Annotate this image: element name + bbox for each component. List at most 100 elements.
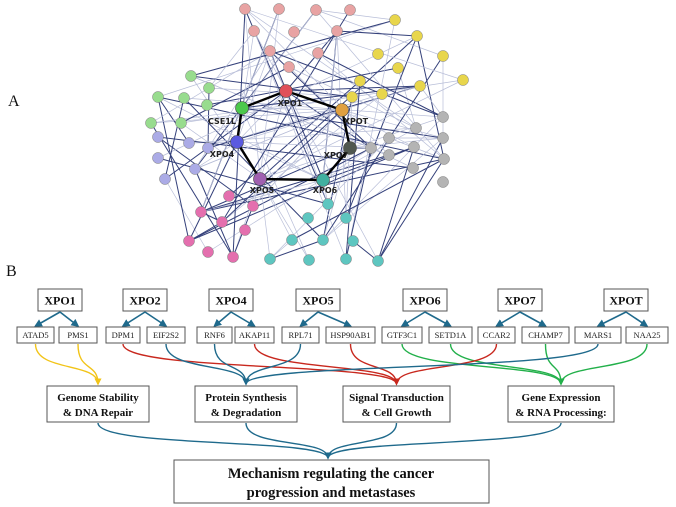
- network-node-cyan[interactable]: [317, 234, 329, 246]
- network-edge: [221, 109, 343, 223]
- node-label-xpo5: XPO5: [250, 186, 275, 195]
- exportin-box-xpot: XPOT: [603, 288, 649, 312]
- network-node-salmon[interactable]: [310, 4, 322, 16]
- network-node-cyan[interactable]: [286, 234, 298, 246]
- network-node-lavender[interactable]: [152, 152, 164, 164]
- network-node-lavender[interactable]: [189, 163, 201, 175]
- network-node-magenta[interactable]: [202, 246, 214, 258]
- network-node-grey[interactable]: [437, 176, 449, 188]
- network-node-salmon[interactable]: [288, 26, 300, 38]
- network-node-xpot[interactable]: [335, 103, 349, 117]
- network-node-lavender[interactable]: [202, 142, 214, 154]
- network-node-magenta[interactable]: [239, 224, 251, 236]
- exportin-arrow: [230, 311, 256, 327]
- network-node-magenta[interactable]: [216, 216, 228, 228]
- network-node-yellow[interactable]: [389, 14, 401, 26]
- network-node-xpo7[interactable]: [343, 141, 357, 155]
- network-node-xpo6[interactable]: [316, 173, 330, 187]
- exportin-edge: [235, 141, 262, 180]
- network-edge: [232, 178, 261, 258]
- gene-category-arrow: [557, 343, 648, 386]
- network-node-cyan[interactable]: [322, 198, 334, 210]
- network-node-green[interactable]: [178, 92, 190, 104]
- network-node-grey[interactable]: [410, 122, 422, 134]
- network-node-xpo4[interactable]: [230, 135, 244, 149]
- network-node-xpo1[interactable]: [279, 84, 293, 98]
- network-node-yellow[interactable]: [437, 50, 449, 62]
- network-node-salmon[interactable]: [283, 61, 295, 73]
- network-node-cyan[interactable]: [264, 253, 276, 265]
- network-node-green[interactable]: [145, 117, 157, 129]
- network-node-cyan[interactable]: [302, 212, 314, 224]
- network-node-cyan[interactable]: [303, 254, 315, 266]
- gene-box-naa25: NAA25: [625, 326, 669, 344]
- exportin-box-xpo4: XPO4: [208, 288, 254, 312]
- network-node-green[interactable]: [203, 82, 215, 94]
- network-node-grey[interactable]: [407, 162, 419, 174]
- network-node-magenta[interactable]: [195, 206, 207, 218]
- network-node-grey[interactable]: [408, 141, 420, 153]
- network-node-lavender[interactable]: [159, 173, 171, 185]
- exportin-arrow: [34, 311, 61, 327]
- network-node-grey[interactable]: [437, 111, 449, 123]
- gene-box-hsp90ab1: HSP90AB1: [325, 326, 376, 344]
- network-node-lavender[interactable]: [152, 131, 164, 143]
- network-node-green[interactable]: [175, 117, 187, 129]
- network-node-cyan[interactable]: [340, 212, 352, 224]
- network-node-yellow[interactable]: [354, 75, 366, 87]
- gene-category-arrow: [544, 343, 565, 386]
- network-node-salmon[interactable]: [239, 3, 251, 15]
- network-node-green[interactable]: [185, 70, 197, 82]
- network-node-grey[interactable]: [437, 132, 449, 144]
- network-node-grey[interactable]: [365, 142, 377, 154]
- network-edge: [341, 109, 444, 139]
- network-node-salmon[interactable]: [273, 3, 285, 15]
- gene-category-arrow: [34, 343, 102, 386]
- network-node-salmon[interactable]: [248, 25, 260, 37]
- network-node-magenta[interactable]: [223, 190, 235, 202]
- network-node-salmon[interactable]: [344, 4, 356, 16]
- network-node-yellow[interactable]: [372, 48, 384, 60]
- network-node-magenta[interactable]: [183, 235, 195, 247]
- network-edge: [259, 8, 280, 180]
- network-node-magenta[interactable]: [247, 200, 259, 212]
- network-node-grey[interactable]: [438, 153, 450, 165]
- gene-category-arrow: [253, 343, 400, 386]
- exportin-edge: [241, 89, 287, 110]
- network-node-yellow[interactable]: [411, 30, 423, 42]
- exportin-box-xpo6: XPO6: [402, 288, 448, 312]
- network-node-cyan[interactable]: [347, 235, 359, 247]
- network-edge: [244, 8, 390, 156]
- network-node-xpo5[interactable]: [253, 172, 267, 186]
- network-edge: [207, 147, 372, 253]
- network-node-yellow[interactable]: [346, 91, 358, 103]
- exportin-arrow: [317, 311, 352, 328]
- network-edge: [336, 30, 418, 37]
- network-node-green[interactable]: [152, 91, 164, 103]
- network-node-lavender[interactable]: [183, 137, 195, 149]
- network-node-yellow[interactable]: [376, 88, 388, 100]
- network-node-salmon[interactable]: [312, 47, 324, 59]
- network-edge: [157, 136, 254, 207]
- network-node-cse1l[interactable]: [235, 101, 249, 115]
- network-node-yellow[interactable]: [414, 80, 426, 92]
- exportin-label: XPO4: [215, 294, 246, 308]
- network-node-grey[interactable]: [383, 149, 395, 161]
- network-node-yellow[interactable]: [392, 62, 404, 74]
- network-node-salmon[interactable]: [264, 45, 276, 57]
- network-node-yellow[interactable]: [457, 74, 469, 86]
- exportin-label: XPO2: [129, 294, 160, 308]
- network-node-salmon[interactable]: [331, 25, 343, 37]
- exportin-arrow: [596, 311, 627, 327]
- network-node-grey[interactable]: [383, 132, 395, 144]
- network-node-magenta[interactable]: [227, 251, 239, 263]
- category-final-arrow: [97, 422, 332, 460]
- network-node-cyan[interactable]: [340, 253, 352, 265]
- network-node-green[interactable]: [201, 99, 213, 111]
- exportin-label: XPOT: [609, 294, 642, 308]
- network-edge: [188, 221, 223, 242]
- network-node-cyan[interactable]: [372, 255, 384, 267]
- category-line1: Gene Expression: [522, 392, 601, 404]
- network-edge: [208, 30, 255, 89]
